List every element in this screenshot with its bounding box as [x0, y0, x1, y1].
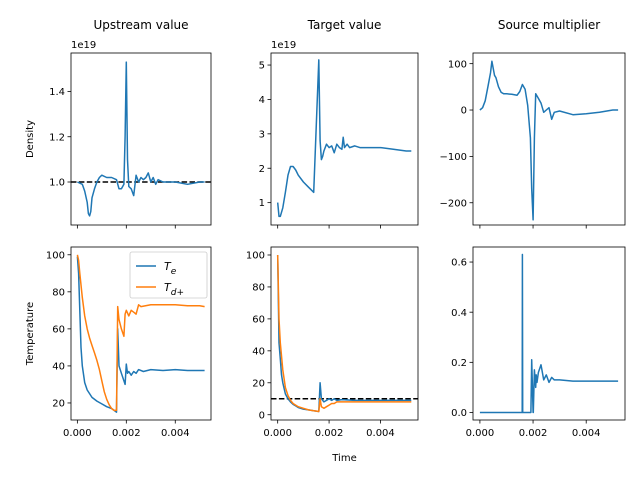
- x-tick-label: 0.002: [112, 428, 141, 439]
- x-tick-label: 0.000: [63, 428, 92, 439]
- chart-title: Target value: [307, 18, 382, 32]
- axes-frame: [70, 246, 212, 421]
- series-line-0: [77, 61, 205, 217]
- y-axis-label: Temperature: [25, 302, 36, 366]
- axis-offset-label: 1e19: [271, 40, 296, 51]
- y-axis-label: Density: [25, 120, 36, 158]
- y-tick-label: 0: [259, 410, 265, 421]
- y-tick-label: 60: [252, 314, 265, 325]
- y-tick-label: 1.4: [49, 87, 65, 98]
- series-line-td: [76, 254, 205, 412]
- y-tick-label: 1.0: [49, 178, 65, 189]
- y-tick-label: 100: [46, 250, 65, 261]
- y-tick-label: 3: [259, 129, 265, 140]
- series-line-td: [276, 254, 412, 413]
- y-tick-label: 40: [52, 362, 65, 373]
- chart-panel-target_temperature: 0.000 0.002 0.004 0 20 40 60 80 100 Time: [246, 246, 419, 464]
- chart-panel-source_multiplier_density: −200 −100 0 100 Source multiplier: [440, 18, 626, 229]
- legend-label: Te: [164, 260, 177, 277]
- series-line-te: [276, 254, 412, 413]
- chart-panel-upstream_temperature: 0.000 0.002 0.00420406080100TemperatureTeT…: [25, 246, 212, 439]
- chart-title: Upstream value: [93, 18, 188, 32]
- y-tick-label: 1: [259, 198, 265, 209]
- series-line-0: [276, 59, 412, 218]
- y-tick-label: 60: [52, 324, 65, 335]
- y-tick-label: 80: [252, 283, 265, 294]
- y-tick-label: 4: [259, 95, 265, 106]
- axes-frame: [70, 52, 212, 226]
- y-tick-label: −200: [440, 198, 467, 209]
- x-tick-label: 0.002: [519, 428, 548, 439]
- chart-panel-target_density: 1 2 3 4 5 1e19 Target value: [259, 18, 419, 229]
- axes-frame: [270, 52, 419, 226]
- chart-panel-source_multiplier_temperature: 0.000 0.002 0.004 0.0 0.2 0.4 0.6: [451, 246, 626, 439]
- y-tick-label: 1.2: [49, 132, 65, 143]
- y-tick-label: 100: [448, 59, 467, 70]
- x-tick-label: 0.004: [572, 428, 601, 439]
- chart-title: Source multiplier: [498, 18, 600, 32]
- chart-panel-upstream_density: 1.0 1.2 1.4 1e19 Upstream value Density: [25, 18, 212, 229]
- y-tick-label: 100: [246, 251, 265, 262]
- x-axis-label: Time: [331, 453, 356, 464]
- y-tick-label: 5: [259, 61, 265, 72]
- y-tick-label: 0.0: [451, 408, 467, 419]
- y-tick-label: 20: [52, 399, 65, 410]
- x-tick-label: 0.004: [366, 428, 395, 439]
- series-line-te: [76, 256, 205, 413]
- y-tick-label: 40: [252, 346, 265, 357]
- y-tick-label: 0.4: [451, 308, 467, 319]
- x-tick-label: 0.002: [315, 428, 344, 439]
- y-tick-label: 0: [461, 106, 467, 117]
- x-tick-label: 0.000: [263, 428, 292, 439]
- legend: Te Td+: [129, 251, 208, 299]
- axes-frame: [472, 246, 626, 421]
- series-line-0: [479, 60, 619, 221]
- y-tick-label: −100: [440, 152, 467, 163]
- y-tick-label: 20: [252, 378, 265, 389]
- x-tick-label: 0.000: [466, 428, 495, 439]
- y-tick-label: 0.2: [451, 358, 467, 369]
- legend-label: Td+: [164, 281, 184, 298]
- y-tick-label: 80: [52, 287, 65, 298]
- x-tick-label: 0.004: [161, 428, 190, 439]
- axes-frame: [472, 52, 626, 226]
- y-tick-label: 2: [259, 164, 265, 175]
- axis-offset-label: 1e19: [71, 40, 96, 51]
- series-line-0: [479, 253, 619, 414]
- axes-frame: [270, 246, 419, 421]
- y-tick-label: 0.6: [451, 258, 467, 269]
